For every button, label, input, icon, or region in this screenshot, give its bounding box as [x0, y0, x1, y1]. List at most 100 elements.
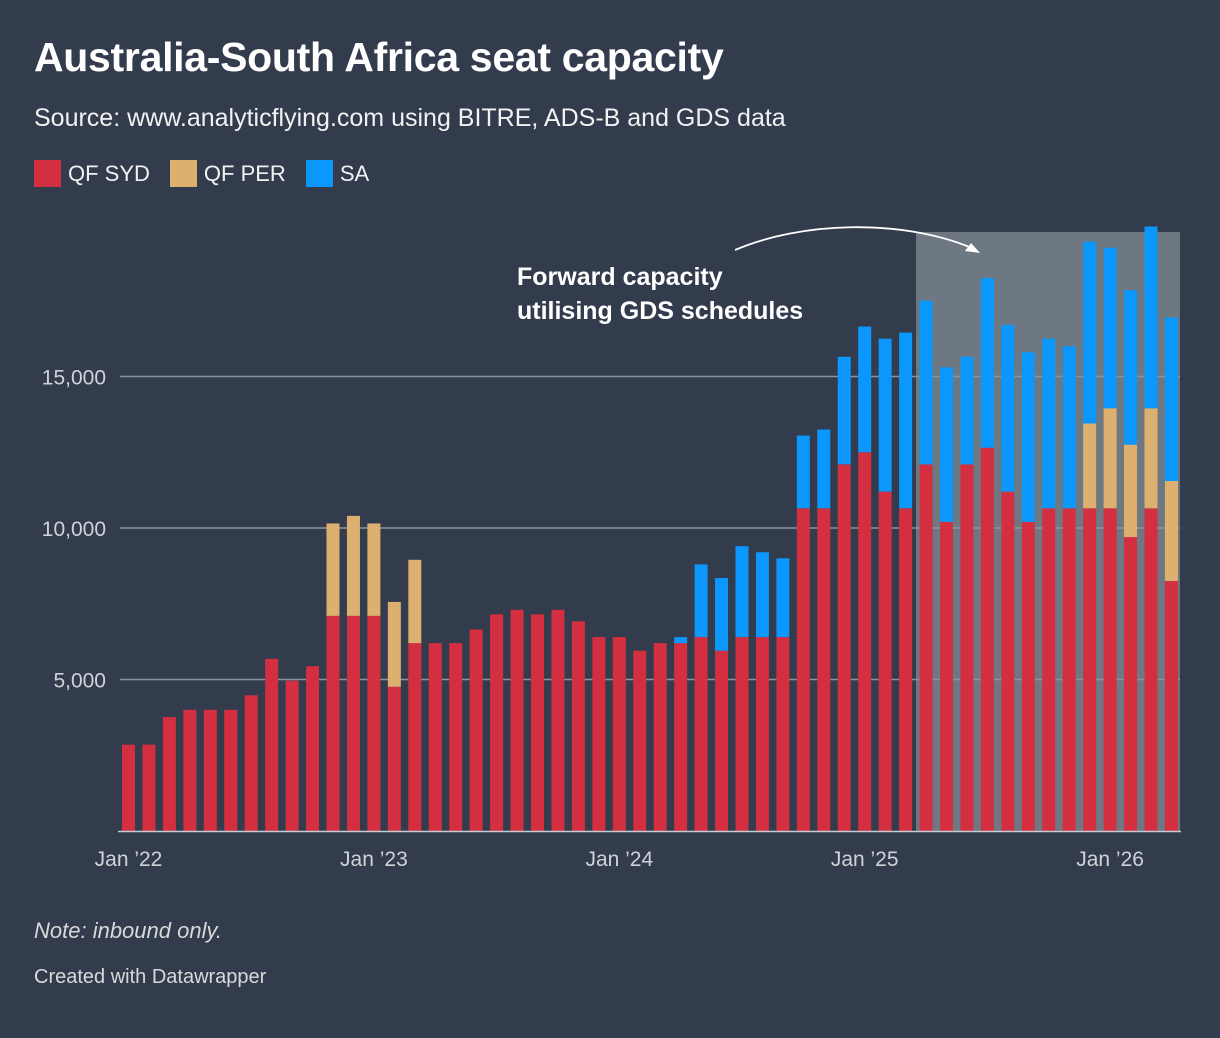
bar-qf-syd — [755, 637, 769, 831]
bar-qf-per — [326, 523, 340, 616]
bar-qf-syd — [408, 643, 422, 831]
bar-qf-syd — [122, 744, 135, 831]
bar-qf-per — [367, 523, 381, 616]
legend-swatch-qf-syd — [34, 160, 61, 187]
bar-sa — [1164, 317, 1178, 482]
bar-qf-syd — [428, 643, 442, 831]
bar-qf-syd — [899, 508, 913, 831]
bar-qf-syd — [1124, 537, 1138, 831]
bar-qf-syd — [1144, 508, 1158, 831]
bar-qf-syd — [1062, 508, 1076, 831]
bar-qf-per — [1144, 408, 1158, 509]
bar-qf-syd — [510, 609, 524, 831]
bar-qf-syd — [776, 637, 790, 831]
bar-qf-syd — [285, 680, 299, 831]
bar-qf-syd — [796, 508, 810, 831]
bar-qf-syd — [858, 452, 872, 831]
bar-qf-syd — [571, 621, 585, 831]
bar-sa — [1124, 290, 1138, 445]
bar-qf-syd — [919, 464, 933, 831]
bar-sa — [735, 546, 749, 638]
bar-qf-syd — [653, 643, 667, 831]
bar-sa — [899, 332, 913, 509]
bar-qf-syd — [449, 643, 463, 831]
bar-qf-syd — [203, 709, 217, 831]
bar-qf-syd — [162, 717, 176, 831]
chart-plot: 5,000 10,000 15,000 Jan ’22 Jan ’23 Jan ’24 Ja… — [42, 226, 1181, 871]
bar-qf-syd — [183, 709, 197, 831]
bar-qf-syd — [1021, 521, 1035, 831]
bar-sa — [858, 326, 872, 453]
bar-qf-syd — [346, 615, 360, 831]
bar-qf-syd — [1001, 491, 1015, 831]
chart-subtitle: Source: www.analyticflying.com using BIT… — [34, 104, 786, 132]
bar-sa — [796, 435, 810, 509]
x-tick-label: Jan ’26 — [1076, 848, 1144, 871]
x-tick-label: Jan ’23 — [340, 848, 408, 871]
annotation-arrow — [734, 226, 973, 251]
bar-sa — [817, 429, 831, 509]
bar-qf-syd — [1083, 508, 1097, 831]
bar-qf-syd — [633, 650, 647, 831]
bar-qf-syd — [612, 637, 626, 831]
legend-item-qf-per: QF PER — [169, 160, 286, 187]
bar-sa — [755, 552, 769, 638]
bar-sa — [960, 356, 974, 465]
annotation-text: Forward capacity — [517, 263, 723, 291]
bar-qf-per — [387, 601, 401, 687]
bar-qf-syd — [469, 629, 483, 831]
bar-qf-syd — [1164, 581, 1178, 831]
bar-qf-syd — [837, 464, 851, 831]
bar-sa — [1103, 247, 1117, 409]
bar-qf-syd — [980, 447, 994, 831]
legend-swatch-qf-per — [169, 160, 197, 187]
bar-sa — [715, 577, 729, 651]
bar-qf-syd — [224, 709, 238, 831]
bar-qf-per — [1083, 423, 1097, 509]
bar-sa — [1144, 226, 1158, 409]
y-tick-label: 15,000 — [42, 367, 106, 390]
bar-qf-syd — [531, 614, 544, 831]
bar-qf-syd — [735, 637, 749, 831]
bar-qf-syd — [551, 609, 565, 831]
chart-note: Note: inbound only. — [34, 918, 222, 943]
legend: QF SYD QF PER SA — [34, 160, 389, 187]
bar-sa — [1083, 241, 1097, 424]
bar-qf-syd — [940, 521, 953, 831]
y-tick-label: 5,000 — [53, 670, 106, 693]
legend-label-qf-syd: QF SYD — [68, 160, 150, 186]
bar-qf-syd — [367, 615, 381, 831]
bar-sa — [1062, 346, 1076, 509]
legend-label-qf-per: QF PER — [203, 160, 286, 186]
bar-sa — [694, 564, 708, 638]
bar-qf-syd — [490, 614, 504, 831]
chart-credit: Created with Datawrapper — [34, 966, 267, 988]
bar-qf-syd — [244, 695, 258, 831]
legend-swatch-sa — [305, 160, 333, 187]
annotation-arrowhead — [965, 243, 980, 253]
legend-label-sa: SA — [339, 160, 370, 186]
bar-qf-syd — [265, 658, 279, 831]
legend-item-qf-syd: QF SYD — [34, 160, 150, 187]
bar-sa — [776, 558, 790, 638]
bar-sa — [1042, 338, 1056, 509]
bar-qf-per — [1103, 408, 1117, 509]
bar-qf-syd — [817, 508, 831, 831]
x-tick-label: Jan ’25 — [831, 848, 899, 871]
x-tick-label: Jan ’24 — [585, 848, 653, 871]
x-tick-label: Jan ’22 — [95, 848, 163, 871]
bar-sa — [1021, 352, 1035, 522]
bar-sa — [674, 637, 688, 644]
bar-sa — [940, 367, 953, 522]
bar-qf-syd — [592, 637, 606, 831]
bar-qf-syd — [674, 643, 688, 831]
annotation-text: utilising GDS schedules — [517, 297, 803, 325]
bar-qf-syd — [694, 637, 708, 831]
bar-qf-syd — [306, 666, 320, 831]
legend-item-sa: SA — [305, 160, 370, 187]
bar-qf-syd — [960, 464, 974, 831]
bar-qf-syd — [142, 744, 156, 831]
bar-sa — [919, 300, 933, 465]
bar-qf-syd — [878, 491, 892, 831]
y-tick-label: 10,000 — [42, 518, 106, 541]
